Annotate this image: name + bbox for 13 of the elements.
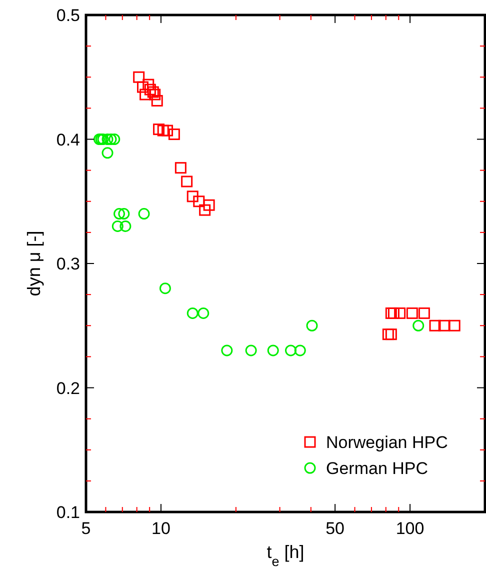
y-tick-label: 0.3 <box>56 254 80 274</box>
y-axis-title: dyn μ [-] <box>24 230 44 296</box>
x-tick-label: 10 <box>152 519 170 538</box>
y-tick-label: 0.1 <box>56 503 80 522</box>
legend-label: Norwegian HPC <box>326 433 448 452</box>
x-tick-label: 5 <box>81 519 91 538</box>
x-tick-label: 50 <box>326 519 345 538</box>
y-tick-label: 0.5 <box>56 6 80 25</box>
y-tick-label: 0.4 <box>56 130 80 150</box>
x-axis-title: t$_{e}$ [h] <box>266 542 304 568</box>
x-tick-label: 100 <box>396 519 424 538</box>
y-tick-label: 0.2 <box>56 378 80 398</box>
legend-label: German HPC <box>326 459 428 478</box>
